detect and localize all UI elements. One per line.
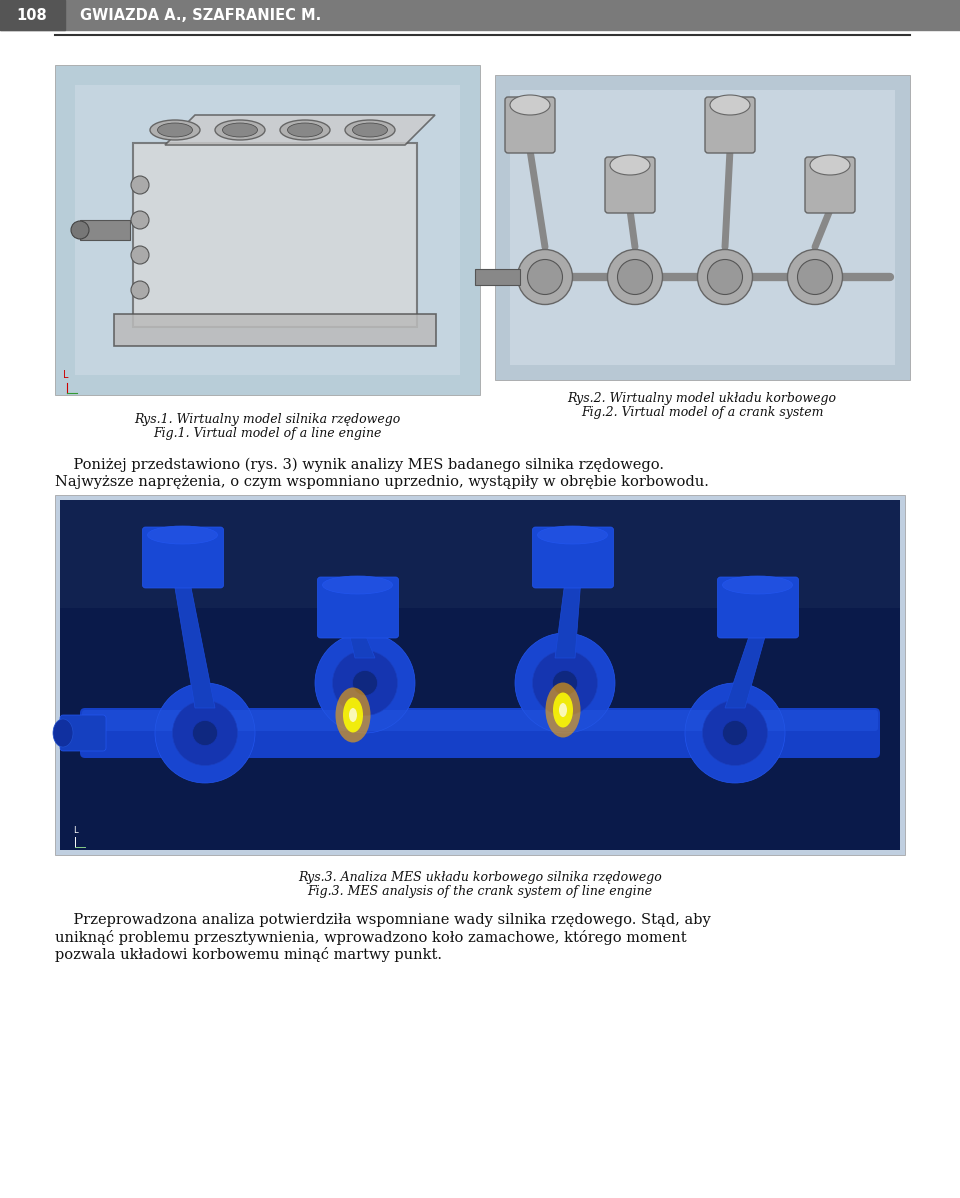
Text: 108: 108 xyxy=(16,7,47,23)
Ellipse shape xyxy=(352,123,388,137)
Bar xyxy=(55,65,480,395)
Text: L: L xyxy=(73,825,78,835)
Ellipse shape xyxy=(723,720,748,745)
Text: GWIAZDA A., SZAFRANIEC M.: GWIAZDA A., SZAFRANIEC M. xyxy=(80,7,322,23)
FancyBboxPatch shape xyxy=(533,527,613,588)
FancyBboxPatch shape xyxy=(82,710,878,731)
Polygon shape xyxy=(555,585,581,658)
FancyBboxPatch shape xyxy=(717,577,799,639)
FancyBboxPatch shape xyxy=(60,715,106,751)
Ellipse shape xyxy=(71,220,89,238)
FancyBboxPatch shape xyxy=(605,157,655,213)
Bar xyxy=(80,220,130,240)
Bar xyxy=(475,270,520,285)
Bar xyxy=(0,0,65,30)
Ellipse shape xyxy=(559,703,567,716)
Ellipse shape xyxy=(710,95,750,115)
Ellipse shape xyxy=(787,249,843,304)
Ellipse shape xyxy=(553,671,578,696)
Polygon shape xyxy=(725,635,765,708)
Text: uniknąć problemu przesztywnienia, wprowadzono koło zamachowe, którego moment: uniknąć problemu przesztywnienia, wprowa… xyxy=(55,930,686,945)
Ellipse shape xyxy=(280,120,330,140)
Ellipse shape xyxy=(527,260,563,295)
Ellipse shape xyxy=(349,708,357,722)
Ellipse shape xyxy=(223,123,257,137)
Ellipse shape xyxy=(517,249,572,304)
Ellipse shape xyxy=(131,282,149,300)
Bar xyxy=(510,90,895,365)
Ellipse shape xyxy=(193,720,218,745)
Bar xyxy=(60,500,900,609)
Ellipse shape xyxy=(352,671,377,696)
Text: Fig.2. Virtual model of a crank system: Fig.2. Virtual model of a crank system xyxy=(581,406,824,419)
Ellipse shape xyxy=(538,526,608,544)
Bar xyxy=(75,85,460,375)
Ellipse shape xyxy=(533,651,597,715)
Ellipse shape xyxy=(148,526,218,544)
Ellipse shape xyxy=(157,123,193,137)
Ellipse shape xyxy=(553,692,573,727)
Ellipse shape xyxy=(287,123,323,137)
Text: Rys.2. Wirtualny model układu korbowego: Rys.2. Wirtualny model układu korbowego xyxy=(567,392,836,405)
Ellipse shape xyxy=(343,697,363,732)
Ellipse shape xyxy=(335,688,371,743)
Ellipse shape xyxy=(708,260,742,295)
Ellipse shape xyxy=(53,719,73,748)
Text: Fig.3. MES analysis of the crank system of line engine: Fig.3. MES analysis of the crank system … xyxy=(307,885,653,898)
Ellipse shape xyxy=(323,576,393,594)
Polygon shape xyxy=(349,635,375,658)
Ellipse shape xyxy=(798,260,832,295)
Ellipse shape xyxy=(698,249,753,304)
Ellipse shape xyxy=(150,120,200,140)
Bar xyxy=(495,75,910,380)
Ellipse shape xyxy=(510,95,550,115)
FancyBboxPatch shape xyxy=(805,157,855,213)
FancyBboxPatch shape xyxy=(142,527,224,588)
Ellipse shape xyxy=(345,120,395,140)
Text: Rys.3. Analiza MES układu korbowego silnika rzędowego: Rys.3. Analiza MES układu korbowego siln… xyxy=(299,871,661,884)
Text: pozwala układowi korbowemu minąć martwy punkt.: pozwala układowi korbowemu minąć martwy … xyxy=(55,946,442,962)
Text: L: L xyxy=(63,370,68,380)
Ellipse shape xyxy=(685,683,785,783)
Polygon shape xyxy=(175,585,215,708)
Ellipse shape xyxy=(617,260,653,295)
Text: Najwyższe naprężenia, o czym wspomniano uprzednio, wystąpiły w obrębie korbowodu: Najwyższe naprężenia, o czym wspomniano … xyxy=(55,474,708,489)
Ellipse shape xyxy=(131,246,149,264)
Text: Przeprowadzona analiza potwierdziła wspomniane wady silnika rzędowego. Stąd, aby: Przeprowadzona analiza potwierdziła wspo… xyxy=(55,913,710,927)
Ellipse shape xyxy=(608,249,662,304)
Ellipse shape xyxy=(610,155,650,175)
Ellipse shape xyxy=(545,683,581,738)
Ellipse shape xyxy=(332,651,397,715)
Polygon shape xyxy=(165,115,435,145)
Ellipse shape xyxy=(173,701,237,766)
Ellipse shape xyxy=(810,155,850,175)
FancyBboxPatch shape xyxy=(133,143,417,327)
Bar xyxy=(0,0,960,30)
Bar xyxy=(55,495,905,855)
Ellipse shape xyxy=(515,633,615,733)
Text: Rys.1. Wirtualny model silnika rzędowego: Rys.1. Wirtualny model silnika rzędowego xyxy=(133,413,400,426)
Ellipse shape xyxy=(723,576,793,594)
FancyBboxPatch shape xyxy=(80,708,880,758)
Text: Poniżej przedstawiono (rys. 3) wynik analizy MES badanego silnika rzędowego.: Poniżej przedstawiono (rys. 3) wynik ana… xyxy=(55,458,664,472)
Ellipse shape xyxy=(131,211,149,229)
Ellipse shape xyxy=(215,120,265,140)
FancyBboxPatch shape xyxy=(705,97,755,153)
Ellipse shape xyxy=(703,701,767,766)
Ellipse shape xyxy=(315,633,415,733)
Ellipse shape xyxy=(155,683,255,783)
FancyBboxPatch shape xyxy=(114,314,436,346)
Bar xyxy=(60,500,900,851)
FancyBboxPatch shape xyxy=(505,97,555,153)
Text: Fig.1. Virtual model of a line engine: Fig.1. Virtual model of a line engine xyxy=(153,426,381,440)
Ellipse shape xyxy=(131,176,149,194)
FancyBboxPatch shape xyxy=(318,577,398,639)
